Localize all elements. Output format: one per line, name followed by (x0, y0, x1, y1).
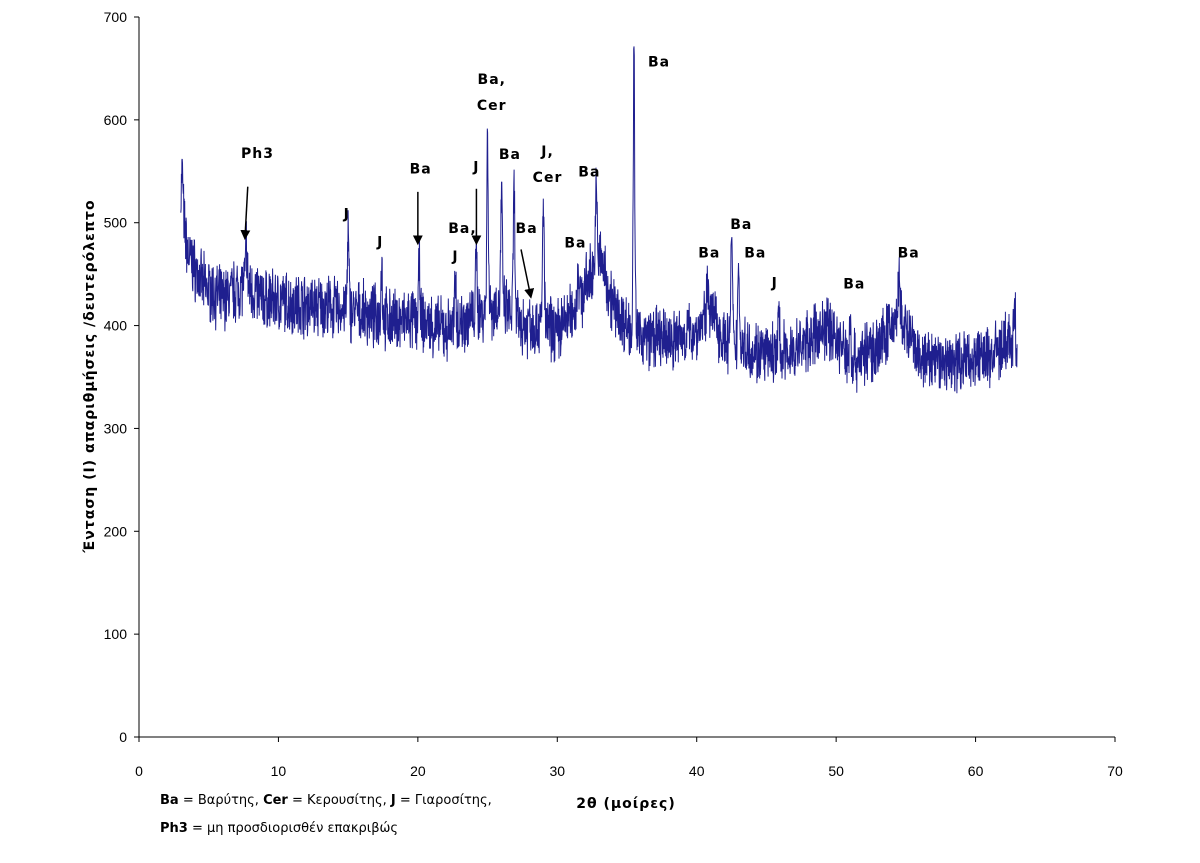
x-axis-title: 2θ (μοίρες) (576, 796, 676, 812)
legend-text: = μη προσδιορισθέν επακριβώς (187, 821, 399, 836)
series-line (180, 46, 1018, 394)
legend-key: Ba (160, 793, 179, 808)
peak-label-ba-51: Ba (843, 277, 865, 293)
y-tick-label: 400 (104, 318, 128, 334)
peak-label-j-46: J (771, 276, 778, 292)
y-tick-label: 600 (104, 112, 128, 128)
legend-text: = Βαρύτης, (178, 793, 264, 808)
x-tick-label: 10 (271, 763, 287, 779)
y-tick-label: 100 (104, 626, 128, 642)
peak-label-ba-cer-25: Ba, Cer (477, 72, 507, 114)
y-axis-title: Ένταση (I) απαριθμήσεις /δευτερόλεπτο (82, 199, 98, 553)
peak-label-ba-27: Ba (499, 147, 521, 163)
peak-label-line: Cer (533, 170, 563, 186)
legend-key: J (390, 793, 396, 808)
peak-label-line: J (343, 207, 350, 223)
legend-key: Ph3 (160, 821, 188, 836)
peak-label-ba-43b: Ba (744, 246, 766, 262)
peak-label-j-24: J (472, 159, 479, 175)
peak-label-ba-43a: Ba (730, 217, 752, 233)
peak-label-j-22: J (451, 249, 458, 265)
x-tick-label: 70 (1107, 763, 1123, 779)
peak-label-line: Ba, (448, 221, 476, 237)
y-tick-label: 700 (104, 9, 128, 25)
peak-label-line: J (451, 249, 458, 265)
x-tick-label: 40 (689, 763, 705, 779)
peak-label-line: Ba (744, 246, 766, 262)
peak-label-line: J (376, 234, 383, 250)
peak-label-line: Ba (698, 246, 720, 262)
peak-label-ba-31: Ba (564, 235, 586, 251)
peak-label-line: Ba (730, 217, 752, 233)
peak-label-line: J (472, 159, 479, 175)
legend-line-1: Ba = Βαρύτης, Cer = Κερουσίτης, J = Γιαρ… (160, 793, 492, 808)
y-tick-label: 200 (104, 523, 128, 539)
annotations: Ph3 Ba J J Ba, J J Ba, Cer Ba Ba J, Cer Ba Ba Ba Ba Ba Ba J… (240, 54, 920, 299)
plot-line-layer (180, 46, 1018, 394)
x-tick-label: 50 (828, 763, 844, 779)
peak-label-line: Ba (648, 54, 670, 70)
peak-label-ph3: Ph3 (241, 146, 274, 162)
peak-label-line: Ba, (478, 72, 506, 88)
peak-label-ba-33: Ba (578, 164, 600, 180)
peak-label-line: J (771, 276, 778, 292)
peak-label-j-15: J (343, 207, 350, 223)
peak-label-line: J, (540, 144, 554, 160)
x-tick-label: 30 (549, 763, 565, 779)
legend-key: Cer (263, 793, 288, 808)
peak-label-line: Cer (477, 98, 507, 114)
annotation-arrow (240, 186, 251, 241)
y-tick-label: 300 (104, 420, 128, 436)
peak-label-line: Ba (578, 164, 600, 180)
peak-label-line: Ba (516, 221, 538, 237)
peak-label-ba-20: Ba (410, 161, 432, 177)
peak-label-line: Ba (564, 235, 586, 251)
peak-label-j-17: J (376, 234, 383, 250)
peak-label-ba-35: Ba (648, 54, 670, 70)
peak-label-ba-comma-23: Ba, (448, 221, 476, 237)
legend-line-2: Ph3 = μη προσδιορισθέν επακριβώς (160, 821, 398, 836)
x-tick-label: 0 (135, 763, 143, 779)
y-tick-label: 500 (104, 215, 128, 231)
legend-text: = Κερουσίτης, (287, 793, 391, 808)
peak-label-line: Ba (499, 147, 521, 163)
legend-text: = Γιαροσίτης, (395, 793, 492, 808)
y-tick-label: 0 (119, 729, 127, 745)
peak-label-line: Ba (843, 277, 865, 293)
peak-label-ba-41: Ba (698, 246, 720, 262)
peak-label-line: Ph3 (241, 146, 274, 162)
peak-label-line: Ba (898, 246, 920, 262)
peak-label-ba-28: Ba (516, 221, 538, 237)
peak-label-line: Ba (410, 161, 432, 177)
peak-label-j-cer-29: J, Cer (533, 144, 563, 186)
annotation-arrow (520, 249, 535, 299)
peak-label-ba-55: Ba (898, 246, 920, 262)
x-tick-label: 20 (410, 763, 426, 779)
x-tick-label: 60 (968, 763, 984, 779)
